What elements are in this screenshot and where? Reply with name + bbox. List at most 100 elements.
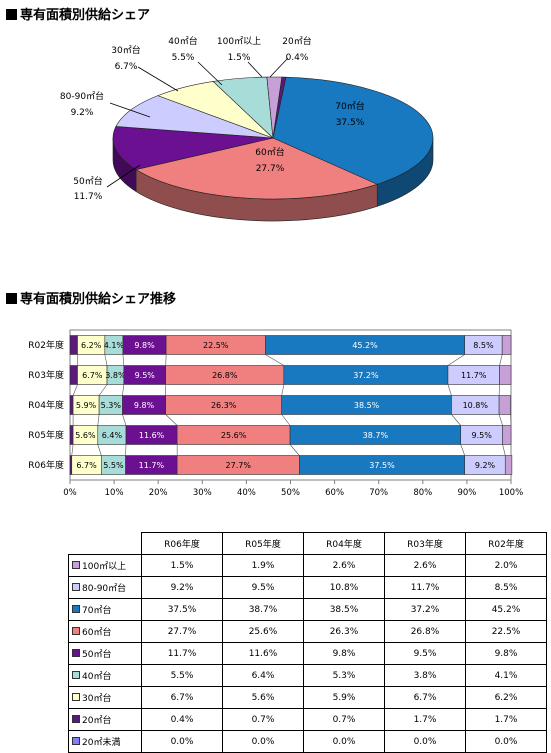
table-cell: 0.7% [304, 709, 385, 731]
bar-data-label: 9.5% [135, 371, 156, 380]
bar-segment [70, 396, 73, 415]
table-cell: 37.5% [142, 599, 223, 621]
table-row-header: 30㎡台 [69, 687, 142, 709]
pie-slice-label: 30㎡台 [111, 44, 140, 56]
pie-slice-value: 0.4% [286, 53, 309, 63]
stacked-bar-chart: 6.2%4.1%9.8%22.5%45.2%8.5%R02年度6.7%3.8%9… [0, 318, 551, 508]
bar-data-label: 38.7% [363, 431, 389, 440]
legend-swatch [72, 605, 80, 613]
bar-data-label: 22.5% [203, 341, 229, 350]
row-label: 100㎡以上 [82, 562, 126, 572]
bar-data-label: 25.6% [221, 431, 247, 440]
table-row-header: 40㎡台 [69, 665, 142, 687]
pie-heading: 専有面積別供給シェア [6, 4, 150, 23]
bar-data-label: 11.6% [139, 431, 165, 440]
table-cell: 0.0% [223, 731, 304, 753]
legend-swatch [72, 671, 80, 679]
row-label: 60㎡台 [82, 628, 111, 638]
legend-swatch [72, 693, 80, 701]
bar-data-label: 5.6% [75, 431, 96, 440]
table-cell: 4.1% [466, 665, 547, 687]
table-cell: 27.7% [142, 621, 223, 643]
row-label: 50㎡台 [82, 650, 111, 660]
bar-data-label: 6.7% [82, 371, 103, 380]
pie-slice-label: 50㎡台 [73, 175, 102, 187]
table-row-header: 50㎡台 [69, 643, 142, 665]
table-cell: 45.2% [466, 599, 547, 621]
table-cell: 1.5% [142, 555, 223, 577]
bullet-square-icon [6, 9, 17, 20]
pie-slice-label: 60㎡台 [255, 146, 284, 158]
bar-data-label: 6.4% [102, 431, 123, 440]
table-cell: 1.9% [223, 555, 304, 577]
pie-slice-value: 6.7% [115, 62, 138, 72]
table-row-header: 20㎡未満 [69, 731, 142, 753]
table-cell: 6.4% [223, 665, 304, 687]
pie-slice-value: 37.5% [336, 118, 365, 128]
row-label: 20㎡未満 [82, 738, 120, 748]
table-cell: 11.6% [223, 643, 304, 665]
x-tick-label: 100% [499, 488, 523, 498]
table-cell: 0.0% [142, 731, 223, 753]
table-cell: 5.3% [304, 665, 385, 687]
bar-segment [503, 426, 511, 445]
x-tick-label: 0% [63, 488, 77, 498]
table-row-header: 60㎡台 [69, 621, 142, 643]
table-cell: 11.7% [385, 577, 466, 599]
bar-segment [70, 336, 77, 355]
table-cell: 26.3% [304, 621, 385, 643]
table-cell: 38.7% [223, 599, 304, 621]
table-corner [69, 533, 142, 555]
pie-slice-label: 20㎡台 [282, 35, 311, 47]
bar-data-label: 8.5% [473, 341, 494, 350]
table-cell: 0.7% [223, 709, 304, 731]
bar-heading: 専有面積別供給シェア推移 [6, 288, 176, 307]
bar-segment [70, 426, 73, 445]
bar-data-label: 5.5% [103, 461, 124, 470]
pie-slice-label: 40㎡台 [168, 35, 197, 47]
table-cell: 6.2% [466, 687, 547, 709]
bar-data-label: 6.7% [76, 461, 97, 470]
row-label: 40㎡台 [82, 672, 111, 682]
bar-category-label: R04年度 [28, 399, 64, 411]
bar-data-label: 4.1% [104, 341, 125, 350]
bar-segment [500, 366, 511, 385]
table-cell: 6.7% [142, 687, 223, 709]
bar-data-label: 11.7% [461, 371, 487, 380]
bar-segment [70, 366, 77, 385]
table-cell: 5.5% [142, 665, 223, 687]
table-cell: 25.6% [223, 621, 304, 643]
table-cell: 5.9% [304, 687, 385, 709]
bar-title: 専有面積別供給シェア推移 [20, 292, 176, 307]
table-cell: 5.6% [223, 687, 304, 709]
bar-data-label: 9.2% [475, 461, 496, 470]
row-label: 70㎡台 [82, 606, 111, 616]
table-cell: 9.8% [304, 643, 385, 665]
table-cell: 11.7% [142, 643, 223, 665]
x-tick-label: 10% [105, 488, 124, 498]
table-cell: 0.0% [466, 731, 547, 753]
bar-data-label: 26.8% [212, 371, 238, 380]
table-cell: 26.8% [385, 621, 466, 643]
bar-data-label: 3.8% [105, 371, 126, 380]
pie-slice-value: 1.5% [228, 53, 251, 63]
bar-data-label: 45.2% [352, 341, 378, 350]
row-label: 20㎡台 [82, 716, 111, 726]
table-cell: 2.6% [304, 555, 385, 577]
table-cell: 2.0% [466, 555, 547, 577]
pie-slice-value: 9.2% [71, 108, 94, 118]
table-row-header: 100㎡以上 [69, 555, 142, 577]
table-cell: 9.5% [223, 577, 304, 599]
bar-data-label: 11.7% [139, 461, 165, 470]
bar-data-label: 38.5% [354, 401, 380, 410]
bar-data-label: 10.8% [463, 401, 489, 410]
pie-leader-line [248, 62, 262, 77]
pie-slice-label: 70㎡台 [335, 100, 364, 112]
bar-segment [502, 336, 511, 355]
bar-data-label: 37.5% [369, 461, 395, 470]
